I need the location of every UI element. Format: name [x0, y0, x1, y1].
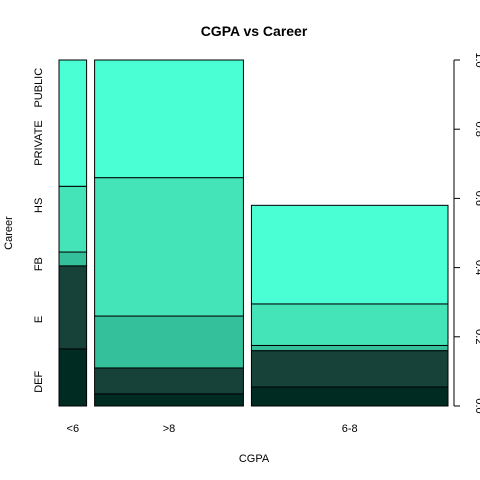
chart-title: CGPA vs Career [201, 23, 308, 39]
tile->8-HS [94, 177, 244, 317]
x-axis-label: CGPA [239, 453, 270, 465]
tile->8-DEF [94, 393, 244, 407]
tile->8-E [94, 367, 244, 395]
x-tick-label: >8 [163, 423, 176, 435]
tile->8-FB [94, 315, 244, 369]
tile-6-8-E [250, 350, 449, 388]
right-axis-tick-label: 0.6 [473, 191, 480, 206]
y-tick-label: PUBLIC [33, 68, 45, 108]
y-tick-label: E [33, 316, 45, 323]
y-tick-label: HS [33, 198, 45, 213]
tile-<6-DEF [58, 348, 88, 407]
tile-<6-PUBLIC [58, 59, 88, 187]
right-axis-tick-label: 0.0 [473, 398, 480, 413]
tile-6-8-PUBLIC [250, 204, 449, 305]
y-tick-labels: DEF E FB HS PRIVATE PUBLIC [33, 68, 45, 393]
right-axis-tick-label: 0.8 [473, 122, 480, 137]
tile-<6-E [58, 265, 88, 350]
tile-6-8-FB [250, 344, 449, 352]
right-axis: 0.0 0.2 0.4 0.6 0.8 1.0 [453, 52, 480, 414]
tile-<6-HS [58, 185, 88, 253]
x-tick-label: 6-8 [342, 423, 358, 435]
tile->8-PUBLIC [94, 59, 244, 179]
right-axis-tick-label: 1.0 [473, 52, 480, 67]
y-tick-label: DEF [33, 370, 45, 392]
y-tick-label: FB [33, 257, 45, 271]
x-tick-labels: <6 >8 6-8 [67, 423, 358, 435]
y-tick-label: PRIVATE [33, 120, 45, 165]
mosaic-tiles [58, 59, 449, 407]
right-axis-tick-label: 0.4 [473, 260, 480, 275]
tile-6-8-DEF [250, 386, 449, 407]
x-tick-label: <6 [67, 423, 80, 435]
tile-6-8-HS [250, 303, 449, 346]
y-axis-label: Career [3, 216, 15, 250]
tile-<6-FB [58, 251, 88, 267]
right-axis-tick-label: 0.2 [473, 329, 480, 344]
